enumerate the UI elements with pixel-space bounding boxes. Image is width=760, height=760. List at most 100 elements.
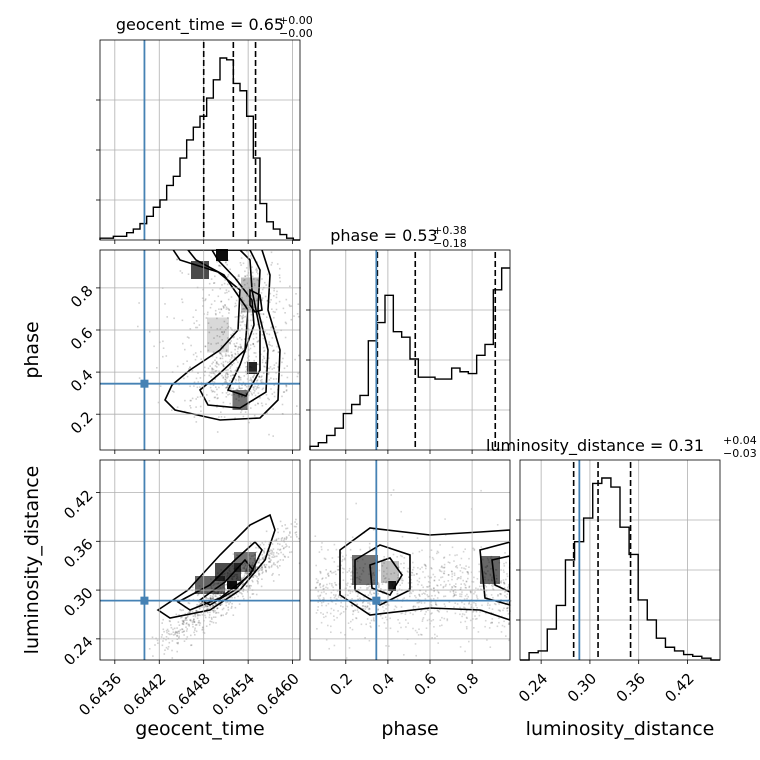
sample-point [174,632,177,634]
sample-point [463,598,466,600]
sample-point [434,594,436,597]
sample-point [396,593,398,595]
sample-point [238,376,240,378]
sample-point [201,601,203,603]
sample-point [342,558,344,561]
sample-point [464,607,466,609]
sample-point [224,279,226,281]
sample-point [441,624,443,627]
sample-point [400,563,402,565]
sample-point [491,608,494,610]
sample-point [413,605,415,607]
sample-point [240,411,242,414]
title-geocent-time-upper: +0.00 [279,14,313,27]
sample-point [455,591,457,594]
sample-point [226,276,228,279]
sample-point [218,601,220,604]
sample-point [279,565,281,567]
sample-point [278,574,280,576]
sample-point [393,608,396,611]
sample-point [270,566,273,568]
sample-point [228,308,230,311]
sample-point [167,648,169,650]
sample-point [365,623,367,626]
sample-point [231,596,233,599]
sample-point [333,543,336,546]
sample-point [213,396,216,399]
sample-point [225,350,228,352]
sample-point [238,346,241,349]
sample-point [224,379,227,381]
sample-point [364,606,367,608]
sample-point [233,588,235,590]
sample-point [466,627,468,630]
sample-point [415,573,418,575]
sample-point [237,278,239,280]
sample-point [325,592,327,595]
histogram-luminosity-distance [520,477,720,661]
sample-point [424,613,426,616]
sample-point [209,306,212,309]
sample-point [207,349,210,352]
sample-point [443,566,446,569]
sample-point [214,312,217,315]
sample-point [473,592,475,595]
sample-point [222,377,225,379]
sample-point [196,603,198,606]
sample-point [162,347,165,349]
sample-point [328,582,331,585]
sample-point [354,609,356,612]
sample-point [422,592,425,594]
sample-point [209,595,212,597]
sample-point [253,414,256,417]
sample-point [432,587,435,590]
sample-point [436,552,438,555]
sample-point [414,605,417,608]
sample-point [401,579,403,582]
sample-point [265,569,267,572]
sample-point [187,602,190,604]
sample-point [219,352,221,354]
sample-point [250,324,253,327]
sample-point [188,598,191,601]
sample-point [208,282,211,285]
sample-point [503,586,506,589]
sample-point [177,642,179,645]
sample-point [189,611,192,613]
sample-point [431,637,433,639]
sample-point [173,317,175,320]
sample-point [503,607,505,609]
sample-point [183,634,185,636]
sample-point [226,327,229,329]
sample-point [191,621,194,623]
ylabel-luminosity-distance: luminosity_distance [21,466,43,655]
sample-point [216,393,218,396]
sample-point [316,609,319,611]
sample-point [269,292,272,295]
sample-point [507,623,510,625]
sample-point [335,548,338,551]
sample-point [351,536,354,538]
sample-point [212,604,215,607]
sample-point [372,549,374,552]
sample-point [330,625,332,628]
sample-point [315,564,317,567]
sample-point [249,587,251,589]
sample-point [383,603,385,605]
sample-point [267,373,270,375]
sample-point [214,359,216,362]
sample-point [436,584,438,587]
sample-point [189,385,191,388]
contour-line [164,250,281,421]
sample-point [249,255,252,257]
sample-point [241,318,244,320]
sample-point [176,406,179,408]
sample-point [283,555,286,558]
sample-point [398,622,401,624]
sample-point [212,351,215,354]
title-phase-lower: −0.18 [433,237,467,250]
sample-point [221,608,224,611]
sample-point [221,315,224,317]
sample-point [373,620,375,622]
sample-point [318,551,321,553]
